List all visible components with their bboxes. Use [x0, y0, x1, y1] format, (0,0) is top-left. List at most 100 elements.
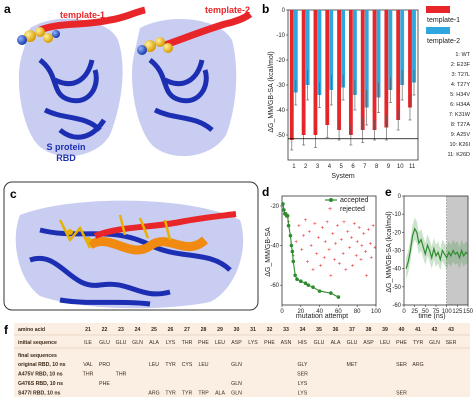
table-initial-cell: ALA	[331, 340, 341, 346]
chart-b-xlabel: System	[331, 173, 355, 180]
panel-a: a template-1 S protein RBD template-2	[4, 2, 253, 163]
chart-d-point-rejected: +	[350, 236, 354, 242]
template-2-label: template-2	[205, 5, 250, 15]
chart-d-point-rejected: +	[371, 224, 375, 230]
chart-b-bar-2	[364, 10, 369, 108]
table-position-header: 21	[85, 327, 91, 333]
chart-e-xtick-label: 125	[452, 309, 463, 315]
chart-d-point-rejected: +	[339, 238, 343, 244]
chart-d-point-accepted	[311, 285, 315, 289]
chart-d-point-rejected: +	[306, 259, 310, 265]
table-row-label: G476S RBD, 10 ns	[18, 381, 63, 387]
chart-d-point-rejected: +	[323, 240, 327, 246]
chart-d-point-accepted	[293, 273, 297, 278]
chart-d-point-rejected: +	[321, 226, 325, 232]
table-position-header: 23	[118, 327, 124, 333]
table-initial-cell: GLN	[429, 340, 440, 346]
panel-b-letter: b	[262, 2, 269, 16]
table-initial-cell: GLN	[132, 340, 143, 346]
panel-e: e 0 25 50 75 100 125 150 0 -10 -20 -30 -40 -50 -60 ti…	[385, 185, 474, 320]
chart-b-bar-1	[313, 10, 318, 135]
chart-d-point-rejected: +	[369, 242, 373, 248]
mutation-label: 3: T27L	[451, 72, 470, 78]
chart-d-point-rejected: +	[359, 257, 363, 263]
chart-b-xtick-label: 2	[304, 164, 308, 170]
table-position-header: 39	[382, 327, 388, 333]
helix-red-right	[163, 11, 253, 49]
atoms-right	[137, 37, 173, 55]
chart-d-point-rejected: +	[373, 246, 377, 252]
chart-d-point-rejected: +	[355, 253, 359, 259]
chart-b-bar-2	[341, 10, 345, 88]
table-initial-label: initial sequence	[18, 340, 57, 346]
chart-d-point-rejected: +	[346, 230, 350, 236]
chart-d-point-rejected: +	[370, 255, 374, 261]
table-position-header: 22	[102, 327, 108, 333]
table-position-header: 37	[349, 327, 355, 333]
table-initial-cell: LYS	[248, 340, 258, 346]
chart-d-point-rejected: +	[304, 218, 308, 224]
mutation-label: 5: H34V	[450, 92, 470, 98]
table-initial-cell: ALA	[149, 340, 159, 346]
chart-d-point-rejected: +	[297, 224, 301, 230]
table-position-header: 36	[333, 327, 339, 333]
chart-e-ytick-label: -20	[392, 230, 401, 236]
table-cell: ARG	[148, 391, 159, 397]
chart-d-point-rejected: +	[342, 220, 346, 226]
chart-b-bar-2	[412, 10, 416, 83]
chart-d-point-rejected: +	[338, 261, 342, 267]
rbd-ribbon-right	[148, 58, 214, 132]
chart-d-point-accepted	[286, 223, 291, 228]
chart-d-point-rejected: +	[344, 267, 348, 273]
chart-e: 0 25 50 75 100 125 150 0 -10 -20 -30 -40 -50 -60	[392, 194, 473, 315]
panel-f-letter: f	[4, 323, 9, 337]
chart-d-point-rejected: +	[294, 240, 298, 246]
table-cell: GLN	[231, 362, 242, 368]
rbd-ribbon-left	[38, 58, 107, 140]
chart-b-xtick-label: 1	[292, 164, 296, 170]
chart-d-point-accepted	[306, 283, 311, 287]
chart-b-ylabel: ΔG_MM/GB-SA (kcal/mol)	[268, 51, 275, 132]
chart-b-ytick-label: -10	[276, 33, 285, 39]
table-cell: THR	[116, 372, 127, 378]
chart-d-point-accepted	[285, 214, 290, 218]
chart-b-bar-1	[372, 10, 377, 130]
chart-d-point-rejected: +	[355, 240, 359, 246]
mutation-label: 6: H34A	[450, 102, 470, 108]
panel-c-letter: c	[10, 187, 17, 201]
chart-d-ytick-label: -40	[270, 244, 279, 250]
chart-d-point-rejected: +	[360, 244, 364, 250]
table-position-header: 24	[135, 327, 141, 333]
chart-d-point-accepted	[281, 202, 285, 206]
chart-e-ytick-label: -10	[392, 212, 401, 218]
sequence-table: amino acid 21 22 23 24 25 26 27 28 29 30 31 32 33 34 35…	[14, 327, 470, 397]
chart-b-ytick-label: 0	[282, 8, 286, 14]
chart-b-bar-1	[301, 10, 306, 135]
legend-swatch-template-2	[426, 27, 450, 34]
chart-b-bar-1	[325, 10, 330, 125]
table-position-header: 26	[168, 327, 174, 333]
chart-b-bar-1	[360, 10, 365, 130]
chart-b-xtick-label: 4	[328, 164, 332, 170]
chart-b-xtick-label: 6	[351, 164, 355, 170]
table-cell: CYS	[182, 362, 193, 368]
table-initial-cell: THR	[182, 340, 193, 346]
helix-red-left	[38, 6, 146, 34]
chart-e-xtick-label: 50	[422, 309, 429, 315]
chart-d-xlabel: mutation attempt	[296, 313, 348, 320]
mutation-label: 11: K26D	[447, 152, 470, 158]
table-cell: LEU	[149, 362, 159, 368]
table-background	[14, 323, 470, 397]
chart-b: 0 -10 -20 -30 -40 -50 1 2 3 4 5 6 7 8 9 10 11	[276, 8, 419, 170]
table-initial-cell: GLU	[314, 340, 325, 346]
mutation-label: 2: E23F	[451, 62, 471, 68]
chart-d-point-accepted	[299, 279, 303, 284]
chart-b-bar-2	[400, 10, 405, 85]
chart-e-xtick-label: 25	[411, 309, 418, 315]
chart-d-point-rejected: +	[351, 263, 355, 269]
chart-d-point-accepted	[289, 243, 294, 248]
table-header-label: amino acid	[18, 327, 45, 333]
table-cell: ALA	[215, 391, 225, 397]
table-initial-cell: ASN	[281, 340, 292, 346]
panel-b: b 0 -10 -20 -30 -40 -50 1 2 3 4 5 6 7 8 9 10 11 System Δ…	[262, 2, 471, 180]
